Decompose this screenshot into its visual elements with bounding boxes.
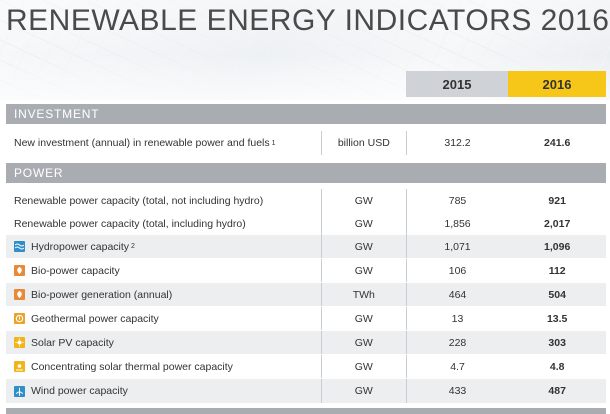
column-header-2016: 2016 bbox=[508, 71, 606, 97]
row-unit: GW bbox=[320, 259, 407, 282]
value-2016: 504 bbox=[548, 288, 566, 301]
value-2015: 785 bbox=[448, 194, 467, 207]
bio-power-icon bbox=[14, 289, 25, 300]
row-label: Bio-power capacity bbox=[6, 265, 321, 277]
table-row: Hydropower capacity 2 GW 1,071 1,096 bbox=[6, 235, 606, 258]
value-2016: 241.6 bbox=[544, 137, 571, 149]
value-2015: 4.7 bbox=[450, 360, 465, 373]
row-unit: GW bbox=[320, 355, 407, 378]
solar-pv-icon bbox=[14, 337, 25, 348]
table-row: Renewable power capacity (total, includi… bbox=[6, 212, 606, 235]
table-bottom-bar bbox=[6, 408, 606, 414]
value-2016: 1,096 bbox=[544, 240, 571, 253]
row-unit: GW bbox=[320, 189, 407, 212]
row-label: Hydropower capacity 2 bbox=[6, 241, 321, 253]
value-2015: 464 bbox=[448, 288, 467, 301]
table-row: Wind power capacity GW 433 487 bbox=[6, 379, 606, 403]
table-row: Solar PV capacity GW 228 303 bbox=[6, 331, 606, 354]
geothermal-icon bbox=[14, 313, 25, 324]
table-row: Bio-power generation (annual) TWh 464 50… bbox=[6, 283, 606, 306]
footnote-marker: 2 bbox=[131, 243, 135, 250]
table-row: Renewable power capacity (total, not inc… bbox=[6, 189, 606, 212]
value-2016: 4.8 bbox=[549, 360, 565, 373]
value-2015: 106 bbox=[448, 264, 467, 277]
section-header-power: POWER bbox=[6, 163, 606, 183]
column-header-2015: 2015 bbox=[406, 71, 508, 97]
table-row: Bio-power capacity GW 106 112 bbox=[6, 259, 606, 282]
row-unit: GW bbox=[320, 235, 407, 258]
value-2016: 13.5 bbox=[546, 312, 568, 325]
value-2015: 228 bbox=[448, 336, 467, 349]
section-header-investment: INVESTMENT bbox=[6, 104, 606, 124]
row-unit: billion USD bbox=[320, 131, 407, 155]
value-2016: 112 bbox=[548, 264, 566, 277]
value-2015: 1,856 bbox=[444, 217, 471, 230]
value-2016: 2,017 bbox=[544, 217, 571, 230]
row-unit: GW bbox=[320, 307, 407, 330]
wind-power-icon bbox=[14, 385, 25, 397]
row-label: Renewable power capacity (total, includi… bbox=[14, 217, 246, 230]
row-label: Bio-power generation (annual) bbox=[6, 289, 321, 301]
row-label: Wind power capacity bbox=[6, 385, 321, 397]
row-label: Renewable power capacity (total, not inc… bbox=[14, 194, 264, 207]
value-2015: 433 bbox=[448, 385, 467, 397]
table-row: Concentrating solar thermal power capaci… bbox=[6, 355, 606, 378]
row-unit: TWh bbox=[320, 283, 407, 306]
footnote-marker: 1 bbox=[271, 139, 276, 147]
value-2015: 13 bbox=[451, 312, 464, 325]
row-label: Concentrating solar thermal power capaci… bbox=[6, 361, 321, 373]
page-title: RENEWABLE ENERGY INDICATORS 2016 bbox=[6, 4, 610, 37]
row-unit: GW bbox=[320, 331, 407, 354]
row-label: Solar PV capacity bbox=[6, 337, 321, 349]
value-2016: 487 bbox=[548, 385, 566, 397]
hydropower-icon bbox=[14, 241, 25, 252]
value-2016: 921 bbox=[548, 194, 566, 207]
row-label: Geothermal power capacity bbox=[6, 313, 321, 325]
row-unit: GW bbox=[320, 212, 407, 235]
table-row: New investment (annual) in renewable pow… bbox=[6, 131, 606, 155]
table-row: Geothermal power capacity GW 13 13.5 bbox=[6, 307, 606, 330]
concentrating-solar-icon bbox=[14, 361, 25, 372]
bio-power-icon bbox=[14, 265, 25, 276]
row-label: New investment (annual) in renewable pow… bbox=[14, 137, 276, 149]
value-2015: 1,071 bbox=[444, 240, 471, 253]
value-2015: 312.2 bbox=[444, 137, 471, 149]
row-unit: GW bbox=[320, 379, 407, 403]
value-2016: 303 bbox=[548, 336, 566, 349]
